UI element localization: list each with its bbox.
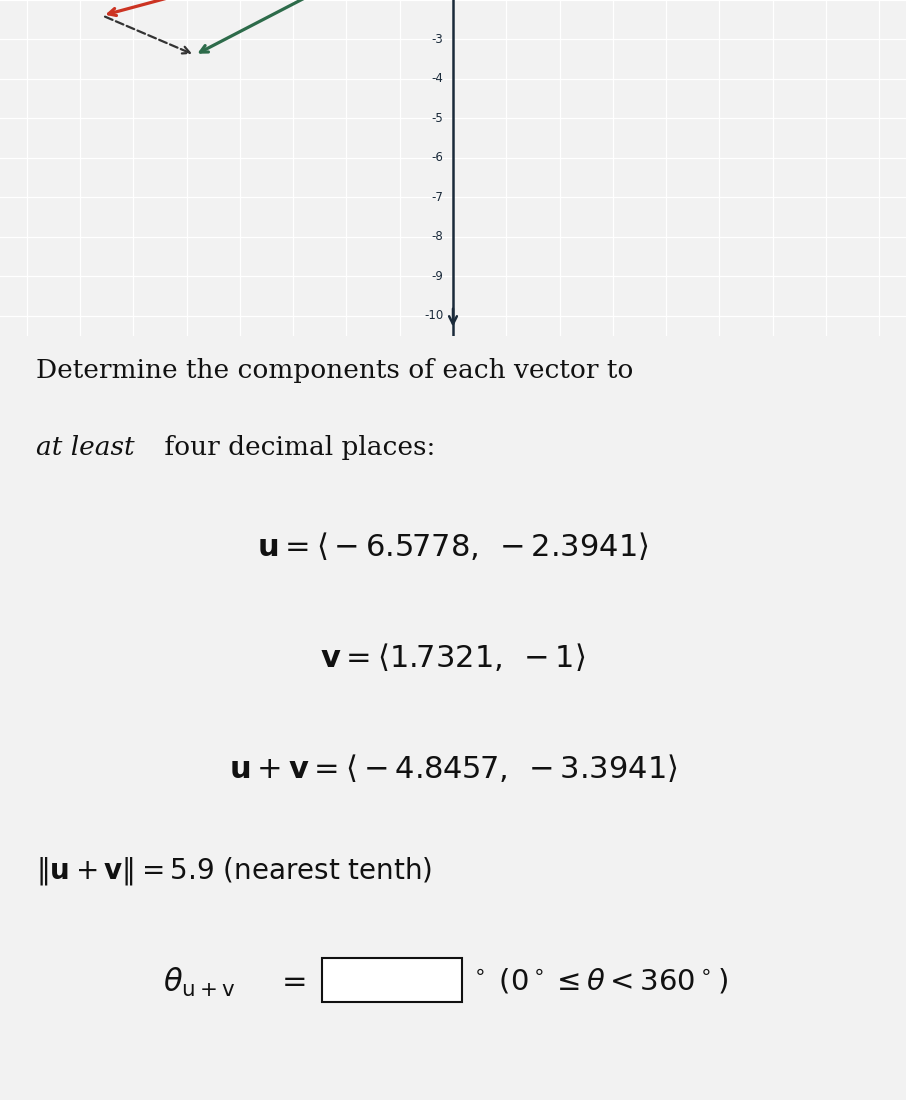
Text: $\theta_{\mathrm{u+v}}$: $\theta_{\mathrm{u+v}}$ [163, 966, 236, 999]
Text: -7: -7 [431, 191, 443, 204]
Text: $\|\mathbf{u} + \mathbf{v}\| = 5.9$ (nearest tenth): $\|\mathbf{u} + \mathbf{v}\| = 5.9$ (nea… [36, 856, 432, 888]
Text: -8: -8 [431, 230, 443, 243]
Text: -4: -4 [431, 73, 443, 86]
Text: $\mathbf{u} + \mathbf{v} = \langle -4.8457,\;-3.3941\rangle$: $\mathbf{u} + \mathbf{v} = \langle -4.84… [228, 752, 678, 784]
FancyBboxPatch shape [322, 958, 462, 1002]
Text: -6: -6 [431, 152, 443, 164]
Text: -3: -3 [431, 33, 443, 46]
Text: $=$: $=$ [276, 966, 306, 996]
Text: -9: -9 [431, 270, 443, 283]
Text: $^\circ\;(0^\circ \leq \theta < 360^\circ)$: $^\circ\;(0^\circ \leq \theta < 360^\cir… [469, 966, 728, 996]
Text: at least: at least [36, 434, 135, 460]
Text: Determine the components of each vector to: Determine the components of each vector … [36, 359, 633, 384]
Text: $\mathbf{v} = \langle 1.7321,\;-1\rangle$: $\mathbf{v} = \langle 1.7321,\;-1\rangle… [320, 641, 586, 673]
Text: four decimal places:: four decimal places: [156, 434, 435, 460]
Text: $\mathbf{u} = \langle -6.5778,\;-2.3941\rangle$: $\mathbf{u} = \langle -6.5778,\;-2.3941\… [257, 530, 649, 562]
Text: -5: -5 [431, 112, 443, 125]
Text: -10: -10 [424, 309, 443, 322]
